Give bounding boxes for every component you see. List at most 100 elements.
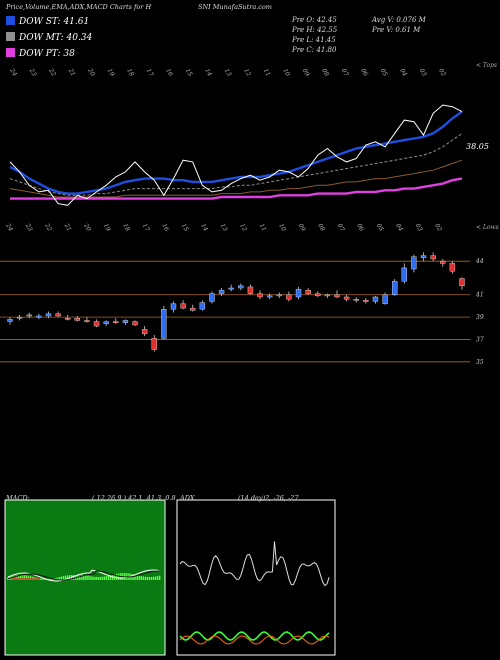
- header-title-right: SNI MunafaSutra.com: [198, 3, 272, 11]
- candle-body: [238, 285, 244, 289]
- candle-body: [180, 303, 186, 309]
- candle-body: [334, 294, 340, 298]
- legend-mt: DOW MT: 40.34: [6, 32, 92, 43]
- candle-body: [276, 294, 282, 297]
- top-date-tick: 20: [86, 67, 96, 78]
- top-date-tick: 13: [223, 68, 233, 78]
- top-date-tick: 03: [418, 68, 428, 78]
- legend-swatch-st: [6, 16, 15, 25]
- candle-body: [286, 294, 292, 300]
- top-date-tick: 22: [47, 67, 57, 78]
- macd-signal-line: [7, 570, 160, 581]
- macd-label: MACD:: [6, 494, 30, 502]
- top-date-tick: 21: [66, 67, 76, 78]
- candle-body: [324, 294, 331, 297]
- price-tick-label: 35: [476, 359, 484, 366]
- ema-series-line: [9, 104, 463, 206]
- candle-body: [295, 288, 302, 298]
- candle-body: [363, 300, 369, 302]
- candle-body: [141, 329, 148, 335]
- candle-body: [353, 299, 359, 301]
- adx-panel: [176, 499, 336, 656]
- candle-body: [113, 321, 119, 323]
- bottom-date-tick: 23: [23, 222, 33, 233]
- candle-body: [190, 307, 196, 311]
- legend-pt: DOW PT: 38: [6, 48, 75, 59]
- candle-body: [209, 293, 215, 302]
- quote-avg-volume: Avg V: 0.076 M: [372, 16, 426, 24]
- candle-body: [391, 281, 398, 295]
- adx-minus-di-line: [179, 635, 330, 645]
- top-date-tick: 05: [379, 68, 389, 78]
- candle-body: [440, 260, 446, 264]
- bottom-date-tick: 19: [102, 223, 112, 233]
- legend-swatch-pt: [6, 48, 15, 57]
- top-date-tick: 19: [106, 68, 116, 78]
- legend-st: DOW ST: 41.61: [6, 16, 89, 27]
- bottom-date-tick: 02: [433, 223, 443, 233]
- candle-body: [218, 290, 225, 294]
- candle-body: [420, 255, 427, 259]
- bottom-date-tick: 16: [160, 223, 170, 233]
- price-tick-label: 39: [476, 314, 484, 321]
- candle-body: [459, 278, 465, 286]
- bottom-date-tick: 17: [141, 223, 151, 233]
- adx-params: (14 day)2, -26, -27: [238, 494, 299, 502]
- bottom-date-tick: 11: [258, 223, 268, 233]
- candle-body: [372, 296, 379, 302]
- ema-series-line: [10, 177, 463, 200]
- candle-body: [151, 338, 157, 350]
- bottom-date-tick: 07: [336, 223, 346, 233]
- legend-swatch-mt: [6, 32, 15, 41]
- top-date-tick: 07: [340, 68, 350, 78]
- quote-close: Pre C: 41.80: [292, 46, 337, 54]
- candle-body: [257, 293, 263, 298]
- top-date-tick: 16: [164, 68, 174, 78]
- header-title-left: Price,Volume,EMA,ADX,MACD Charts for H: [6, 3, 152, 11]
- candle-body: [16, 316, 23, 319]
- bottom-date-tick: 12: [238, 223, 248, 233]
- candle-body: [84, 320, 90, 322]
- candle-body: [55, 313, 61, 317]
- quote-pre-volume: Pre V: 0.61 M: [372, 26, 421, 34]
- candle-body: [45, 313, 52, 317]
- candle-body: [305, 290, 311, 294]
- bottom-date-tick: 20: [82, 222, 92, 233]
- candle-body: [26, 314, 32, 317]
- candle-body: [132, 321, 138, 326]
- price-tick-label: 44: [475, 258, 484, 265]
- adx-label: ADX: [180, 494, 195, 502]
- candle-body: [7, 319, 13, 322]
- adx-line: [179, 541, 330, 587]
- candle-body: [199, 302, 206, 310]
- candle-body: [266, 295, 273, 298]
- bottom-date-tick: 05: [375, 223, 385, 233]
- candle-body: [103, 321, 109, 324]
- ema-series-line: [9, 159, 463, 198]
- candle-body: [247, 286, 254, 294]
- top-date-tick: 10: [281, 68, 291, 78]
- candle-body: [411, 256, 417, 270]
- bottom-date-tick: 22: [43, 222, 53, 233]
- candle-body: [315, 293, 321, 297]
- price-tick-label: 37: [476, 336, 484, 343]
- top-date-tick: 23: [27, 67, 37, 78]
- top-date-tick: 14: [203, 68, 213, 78]
- candle-body: [449, 263, 456, 272]
- bottom-date-tick: 14: [199, 223, 209, 233]
- top-date-tick: 06: [359, 68, 369, 78]
- candle-body: [93, 321, 100, 327]
- tops-tag: < Tops: [476, 62, 498, 69]
- top-date-tick: 18: [125, 68, 135, 78]
- price-tick-label: 41: [475, 292, 484, 299]
- quote-high: Pre H: 42.55: [292, 26, 338, 34]
- ema-series-line: [9, 132, 463, 196]
- ema-value-label: 38.05: [466, 142, 489, 151]
- candle-body: [343, 296, 350, 300]
- candle-body: [161, 309, 167, 339]
- bottom-date-tick: 09: [297, 223, 307, 233]
- macd-params: ( 12,26,9 ) 42.1, 41.3, 0.8: [92, 494, 176, 502]
- candle-body: [122, 320, 129, 323]
- top-date-tick: 08: [320, 68, 330, 78]
- candle-body: [170, 303, 177, 310]
